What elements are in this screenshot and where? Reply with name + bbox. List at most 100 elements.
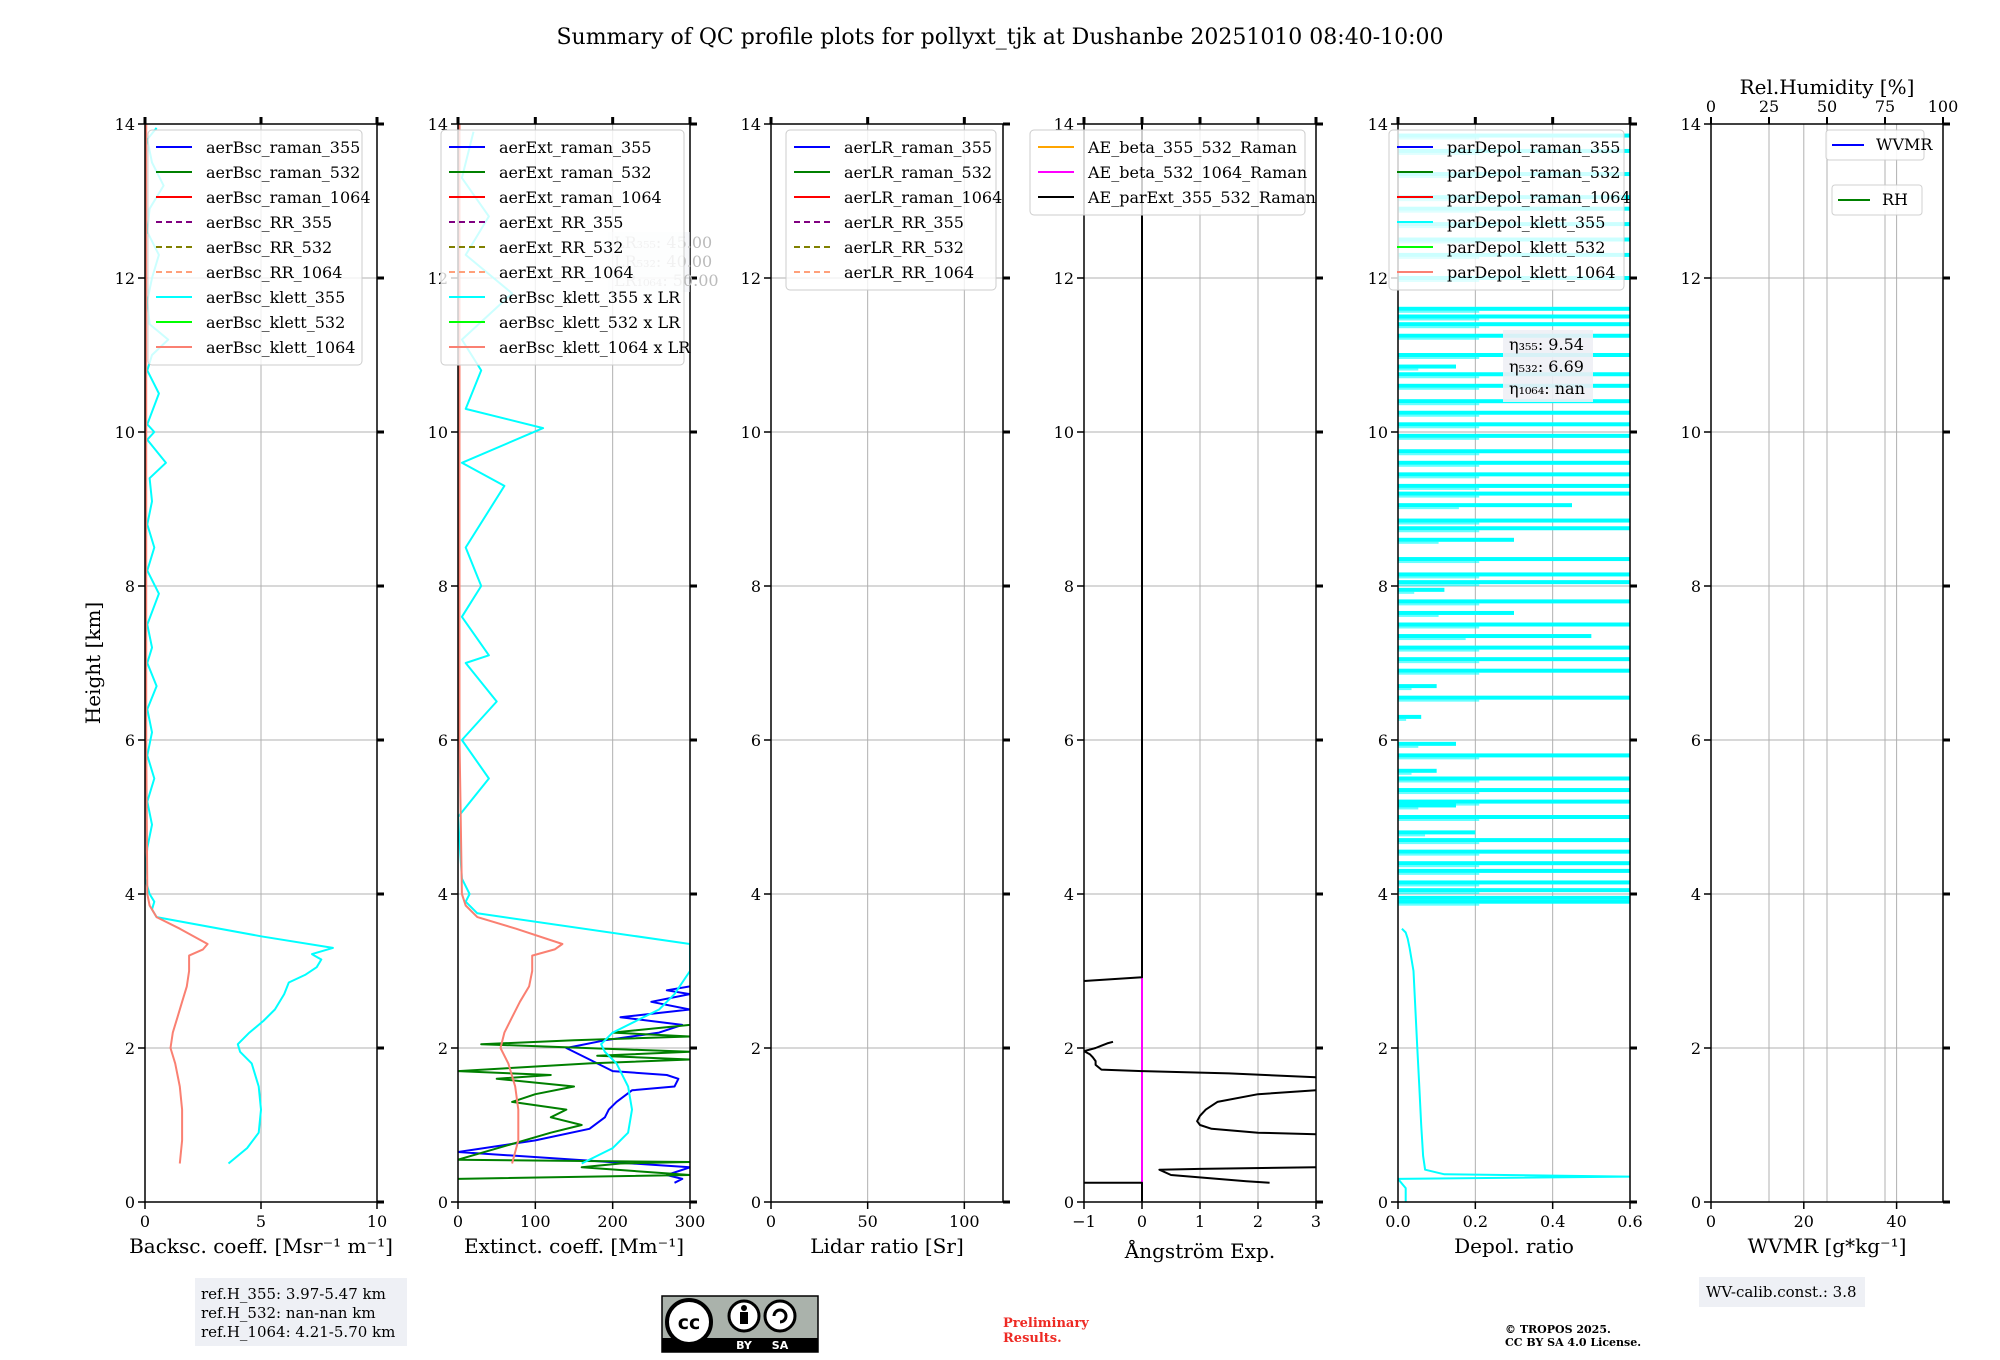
series-spike: [1398, 684, 1437, 689]
legend-label: aerLR_raman_532: [844, 163, 992, 182]
legend: aerLR_raman_355 aerLR_raman_532 aerLR_rama…: [785, 129, 1002, 291]
series-aerext-raman-532: [458, 1023, 690, 1180]
legend-label: aerBsc_raman_1064: [206, 188, 371, 207]
panel-backscatter: 0 2 4 6 8 10 12 14 0 5 10 Backsc. coeff. [Msr⁻¹ m⁻¹…: [81, 115, 393, 1258]
series-spike-detail: [1398, 688, 1412, 691]
series-spike: [1398, 895, 1630, 900]
series-spike: [1398, 491, 1630, 496]
series-spike: [1398, 518, 1630, 523]
series-spike: [1398, 861, 1630, 866]
y-tick-label: 14: [741, 115, 761, 134]
series-spike-detail: [1398, 426, 1480, 429]
y-tick-label: 2: [125, 1039, 135, 1058]
series-spike-detail: [1398, 792, 1480, 795]
y-tick-label: 8: [1378, 577, 1388, 596]
x-tick-label: 0.4: [1540, 1212, 1565, 1231]
series-ae-parext-355-532-raman-near-ground-: [1084, 1181, 1143, 1202]
series-spike: [1398, 899, 1630, 904]
series-spike: [1398, 815, 1630, 819]
series-spike-detail: [1398, 638, 1466, 641]
x-tick-label: 200: [597, 1212, 628, 1231]
series-spike: [1398, 768, 1437, 773]
legend-frame: [1029, 129, 1306, 216]
series-spike: [1398, 830, 1476, 835]
series-spike-detail: [1398, 834, 1426, 837]
legend-label: aerLR_raman_355: [844, 138, 992, 157]
legend: aerBsc_raman_355 aerBsc_raman_532 aerBsc_r…: [147, 129, 371, 366]
wv-calib-text: WV-calib.const.: 3.8: [1706, 1283, 1857, 1301]
y-tick-label: 4: [438, 885, 448, 904]
y-tick-label: 4: [1064, 885, 1074, 904]
legend-label: aerExt_RR_355: [499, 213, 623, 232]
series-ae-parext-355-532-raman-upper-: [1084, 1040, 1316, 1079]
series-spike-detail: [1398, 476, 1480, 479]
series-spike-detail: [1398, 387, 1480, 390]
series-spike-detail: [1398, 310, 1480, 313]
series-spike-detail: [1398, 403, 1480, 406]
legend-label: aerBsc_klett_1064 x LR: [499, 338, 691, 357]
series-spike: [1398, 799, 1630, 804]
ref-height-box: ref.H_355: 3.97-5.47 km ref.H_532: nan-n…: [195, 1278, 407, 1346]
legend-frame: [1388, 129, 1625, 291]
axes-frame: [457, 123, 691, 1203]
wv-calib-box-bg: [1699, 1277, 1865, 1307]
y-tick-label: 10: [1681, 423, 1701, 442]
annotation-bg: [1503, 330, 1593, 402]
legend-label: aerBsc_raman_532: [206, 163, 360, 182]
legend-label: aerBsc_klett_355 x LR: [499, 288, 681, 307]
x-tick-top-label: 100: [1928, 97, 1959, 116]
wv-calib-box: WV-calib.const.: 3.8: [1699, 1277, 1865, 1307]
legend-label: parDepol_raman_1064: [1447, 188, 1631, 207]
x-tick-label: 2: [1253, 1212, 1263, 1231]
series-spike: [1398, 557, 1630, 562]
legend: parDepol_raman_355 parDepol_raman_532 parD…: [1388, 129, 1631, 291]
series-spike-detail: [1398, 530, 1480, 533]
y-tick-label: 12: [115, 269, 135, 288]
x-tick-label: 300: [675, 1212, 706, 1231]
series-spike-detail: [1398, 892, 1480, 895]
series-spike: [1398, 537, 1514, 542]
series-spike-detail: [1398, 591, 1415, 594]
series-spike: [1398, 472, 1630, 477]
x-tick-top-label: 0: [1706, 97, 1716, 116]
y-tick-label: 0: [438, 1193, 448, 1212]
y-tick-label: 8: [1691, 577, 1701, 596]
series-spike: [1398, 503, 1572, 508]
series-spike: [1398, 433, 1630, 438]
series-spike-detail: [1398, 672, 1480, 675]
legend-label: aerBsc_RR_355: [206, 213, 332, 232]
series-spike-detail: [1398, 649, 1480, 652]
series-spike: [1398, 580, 1630, 585]
y-tick-label: 10: [115, 423, 135, 442]
series-spike: [1398, 668, 1630, 673]
legend-label: aerBsc_klett_355: [206, 288, 345, 307]
y-tick-label: 2: [1378, 1039, 1388, 1058]
axes-frame: [770, 123, 1004, 1203]
legend-label: aerBsc_klett_1064: [206, 338, 355, 357]
series-spike-detail: [1398, 453, 1480, 456]
series-spike-detail: [1398, 357, 1480, 359]
series-aerext-raman-355: [458, 985, 690, 1184]
legend-frame: [147, 129, 363, 366]
ref-height-532: ref.H_532: nan-nan km: [201, 1304, 376, 1322]
y-tick-label: 14: [1054, 115, 1074, 134]
y-tick-label: 6: [1691, 731, 1701, 750]
y-tick-label: 6: [1064, 731, 1074, 750]
x-axis-label: Ångström Exp.: [1124, 1238, 1275, 1263]
series-spike-detail: [1398, 541, 1439, 544]
x-tick-label: 20: [1794, 1212, 1814, 1231]
figure-title: Summary of QC profile plots for pollyxt_…: [556, 25, 1443, 50]
y-tick-label: 6: [125, 731, 135, 750]
series-ae-parext-355-532-raman-lower-: [1158, 1166, 1316, 1184]
series-spike-detail: [1398, 842, 1480, 845]
x-tick-label: 0: [453, 1212, 463, 1231]
series-spike-detail: [1398, 884, 1480, 887]
series-spike-detail: [1398, 872, 1480, 875]
by-icon-head: [741, 1305, 747, 1311]
copyright-line1: © TROPOS 2025.: [1505, 1323, 1611, 1336]
legend-label: aerBsc_klett_532 x LR: [499, 313, 681, 332]
series-spike: [1398, 776, 1630, 781]
series-spike-detail: [1398, 561, 1480, 564]
legend-label: aerBsc_RR_1064: [206, 263, 342, 282]
x-tick-top-label: 75: [1875, 97, 1895, 116]
